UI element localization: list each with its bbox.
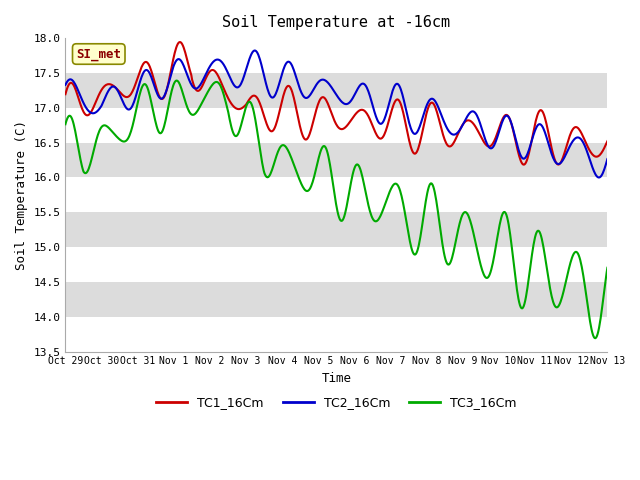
- Bar: [65, 212, 607, 247]
- Legend: TC1_16Cm, TC2_16Cm, TC3_16Cm: TC1_16Cm, TC2_16Cm, TC3_16Cm: [151, 391, 522, 414]
- X-axis label: Time: Time: [321, 372, 351, 385]
- Text: SI_met: SI_met: [76, 48, 121, 60]
- Y-axis label: Soil Temperature (C): Soil Temperature (C): [15, 120, 28, 270]
- Title: Soil Temperature at -16cm: Soil Temperature at -16cm: [222, 15, 451, 30]
- Bar: [65, 282, 607, 317]
- Bar: [65, 73, 607, 108]
- Bar: [65, 143, 607, 178]
